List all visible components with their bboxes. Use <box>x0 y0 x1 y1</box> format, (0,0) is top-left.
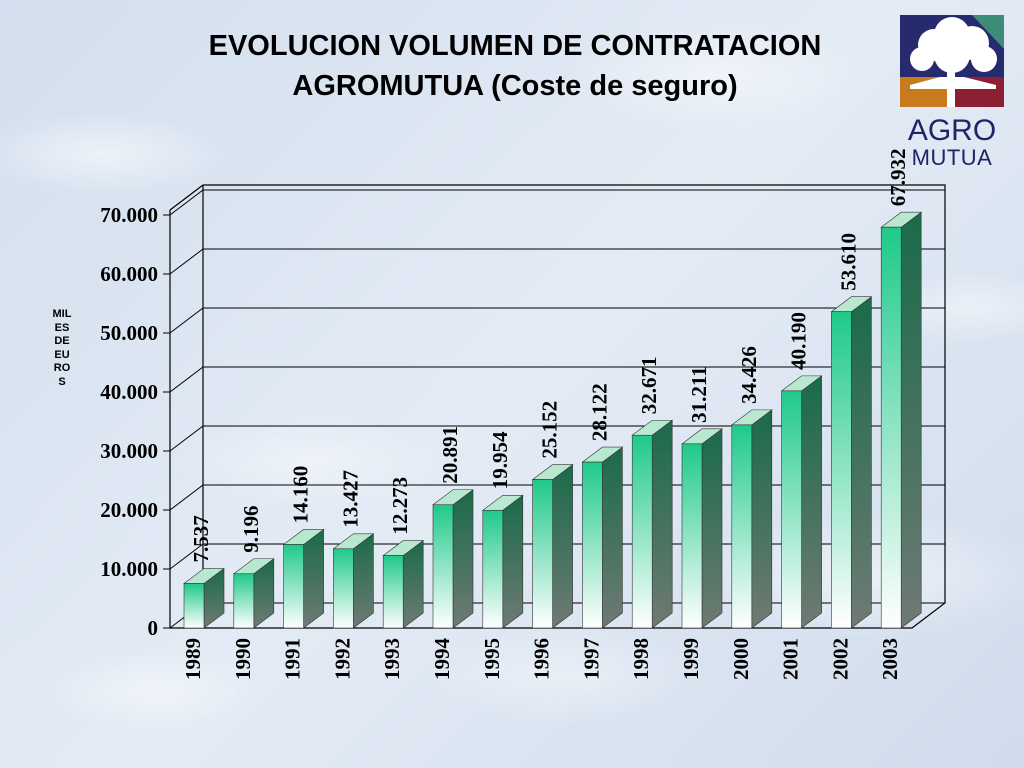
y-tick-label: 50.000 <box>100 321 158 345</box>
bar-1994 <box>432 489 474 629</box>
y-tick-label: 70.000 <box>100 203 158 227</box>
bar-side <box>552 464 573 629</box>
data-label: 12.273 <box>388 477 412 535</box>
data-label: 19.954 <box>488 431 512 489</box>
title-line-2: AGROMUTUA (Coste de seguro) <box>292 70 738 102</box>
data-label: 53.610 <box>836 233 860 291</box>
y-tick-label: 0 <box>148 616 159 640</box>
y-tick-label: 60.000 <box>100 262 158 286</box>
data-label: 25.152 <box>538 401 562 459</box>
gridline <box>169 189 945 216</box>
x-tick-label: 1989 <box>181 638 205 680</box>
bar-front <box>482 509 504 629</box>
bar-front <box>681 443 703 629</box>
bar-front <box>382 555 404 629</box>
bar-front <box>532 479 553 629</box>
bar-front <box>781 390 802 629</box>
bar-2001 <box>780 375 823 629</box>
gridline <box>169 307 945 334</box>
bar-1996 <box>531 464 574 629</box>
gridline <box>169 425 945 452</box>
y-tick-label: 30.000 <box>100 439 158 463</box>
data-label: 67.932 <box>886 148 910 206</box>
data-label: 20.891 <box>438 426 462 484</box>
title-line-1: EVOLUCION VOLUMEN DE CONTRATACION <box>208 30 822 62</box>
bar-1993 <box>382 539 425 629</box>
x-tick-label: 1991 <box>281 638 305 680</box>
data-label: 9.196 <box>239 505 263 552</box>
bar-side <box>701 428 723 629</box>
data-label: 32.671 <box>637 356 661 414</box>
bar-1991 <box>282 528 325 629</box>
y-axis-ticks: 0 10.000 20.000 30.000 40.000 50.000 60.000 70.… <box>100 203 170 640</box>
data-label: 34.426 <box>737 346 761 404</box>
bars <box>183 211 923 629</box>
y-axis-label: MILES DE EUROS <box>52 308 73 388</box>
bar-side <box>303 528 324 629</box>
agromutua-logo: AGRO MUTUA <box>900 15 1004 169</box>
bar-front <box>283 544 304 629</box>
bar-2002 <box>830 296 873 629</box>
bar-front <box>432 504 454 629</box>
x-tick-label: 2000 <box>729 638 753 680</box>
bar-1992 <box>332 533 375 629</box>
x-tick-label: 1994 <box>430 638 454 681</box>
bar-1989 <box>183 567 225 629</box>
data-label: 13.427 <box>338 470 362 528</box>
bar-1999 <box>681 428 723 629</box>
x-tick-label: 2002 <box>828 638 852 680</box>
gridline <box>169 248 945 275</box>
bar-front <box>731 424 753 629</box>
bar-side <box>502 494 524 629</box>
logo-tree-emblem <box>900 15 1004 107</box>
bar-front <box>582 461 603 629</box>
gridline <box>169 366 945 393</box>
bar-1995 <box>481 494 524 629</box>
x-tick-label: 1998 <box>629 638 653 680</box>
y-tick-label: 20.000 <box>100 498 158 522</box>
bar-side <box>751 409 773 629</box>
bar-side <box>900 211 922 629</box>
data-label: 7.537 <box>189 515 213 562</box>
x-tick-label: 2003 <box>878 638 902 680</box>
bar-front <box>233 573 255 629</box>
y-tick-label: 10.000 <box>100 557 158 581</box>
x-tick-label: 1999 <box>679 638 703 680</box>
bar-side <box>851 296 872 629</box>
x-axis-ticks: 1989 1990 1991 1992 1993 1994 1995 1996 1997 1998… <box>181 638 902 681</box>
data-label: 40.190 <box>787 312 811 370</box>
data-label: 28.122 <box>587 383 611 441</box>
bar-side <box>602 446 623 629</box>
bar-1998 <box>631 419 674 629</box>
x-tick-label: 2001 <box>779 638 803 680</box>
bar-side <box>452 489 474 629</box>
data-labels: 7.537 9.196 14.160 13.427 12.273 20.891 19.954… <box>189 148 910 562</box>
bar-2000 <box>730 409 773 629</box>
logo-word-mutua: MUTUA <box>911 145 993 170</box>
bar-front <box>831 311 852 629</box>
bar-1997 <box>581 446 624 629</box>
bar-front <box>333 548 354 629</box>
bar-1990 <box>232 558 275 629</box>
logo-word-agro: AGRO <box>907 114 997 147</box>
data-label: 14.160 <box>289 466 313 524</box>
bar-side <box>651 419 673 629</box>
bar-front <box>631 434 653 629</box>
chart-title: EVOLUCION VOLUMEN DE CONTRATACION AGROMU… <box>120 26 910 106</box>
bar-side <box>801 375 822 629</box>
x-tick-label: 1996 <box>530 638 554 680</box>
data-label: 31.211 <box>687 366 711 423</box>
x-tick-label: 1993 <box>380 638 404 680</box>
y-tick-label: 40.000 <box>100 380 158 404</box>
x-tick-label: 1997 <box>579 638 603 680</box>
x-tick-label: 1990 <box>231 638 255 680</box>
bar-2003 <box>880 211 923 629</box>
bar-front <box>880 226 902 629</box>
x-tick-label: 1995 <box>480 638 504 680</box>
bar-front <box>183 583 205 629</box>
x-tick-label: 1992 <box>330 638 354 680</box>
bar-side <box>353 533 374 629</box>
